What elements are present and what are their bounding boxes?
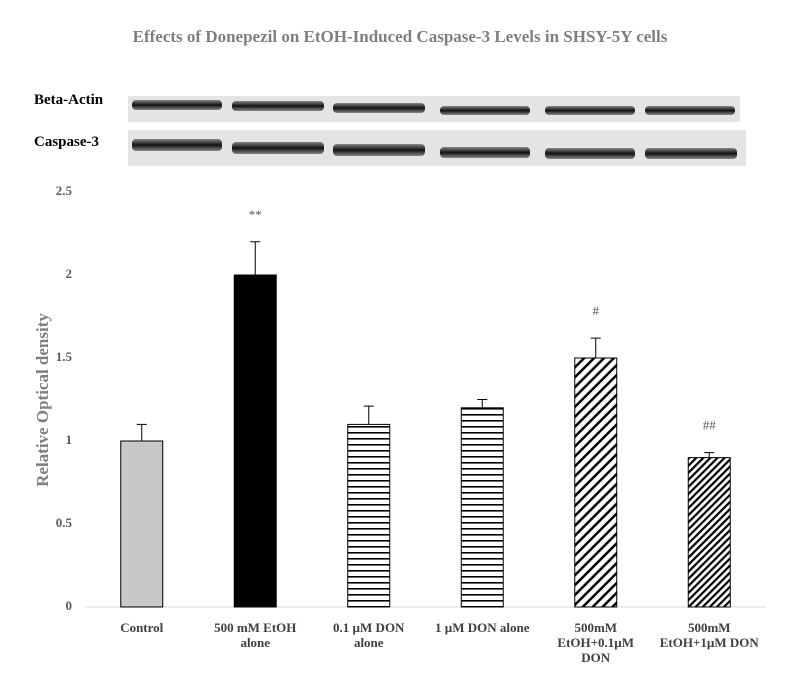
error-bar [136,423,147,441]
error-bar [590,337,601,358]
y-tick-label: 0 [66,598,73,613]
y-tick-label: 0.5 [56,515,73,530]
x-tick-label: 0.1 µM DON alone [333,620,405,650]
error-bar [250,241,261,275]
bar [347,423,391,608]
x-tick-label: 1 µM DON alone [434,620,530,635]
bar [233,274,277,608]
blot-image [128,96,746,166]
y-tick-label: 1.5 [56,349,73,364]
x-tick-label: 500 mM EtOH alone [214,620,297,650]
y-axis-label: Relative Optical density [33,313,52,487]
error-bar [477,399,488,408]
bar [120,440,164,608]
bar [460,407,504,608]
y-tick-label: 1 [66,432,73,447]
blot-label: Caspase-3 [34,134,100,150]
blot-label: Beta-Actin [34,92,104,108]
error-bar [363,405,374,425]
x-tick-label: 500mM EtOH+0.1µM DON [557,620,635,665]
chart-title: Effects of Donepezil on EtOH-Induced Cas… [132,27,668,46]
error-bar [704,452,715,458]
annotation: ## [703,418,717,433]
y-tick-label: 2.5 [56,183,73,198]
x-tick-label: Control [120,620,164,635]
annotation: ** [249,207,262,222]
bar [574,357,618,608]
y-tick-label: 2 [66,266,73,281]
x-tick-label: 500mM EtOH+1µM DON [659,620,759,650]
annotation: # [593,303,600,318]
bar [687,457,731,608]
